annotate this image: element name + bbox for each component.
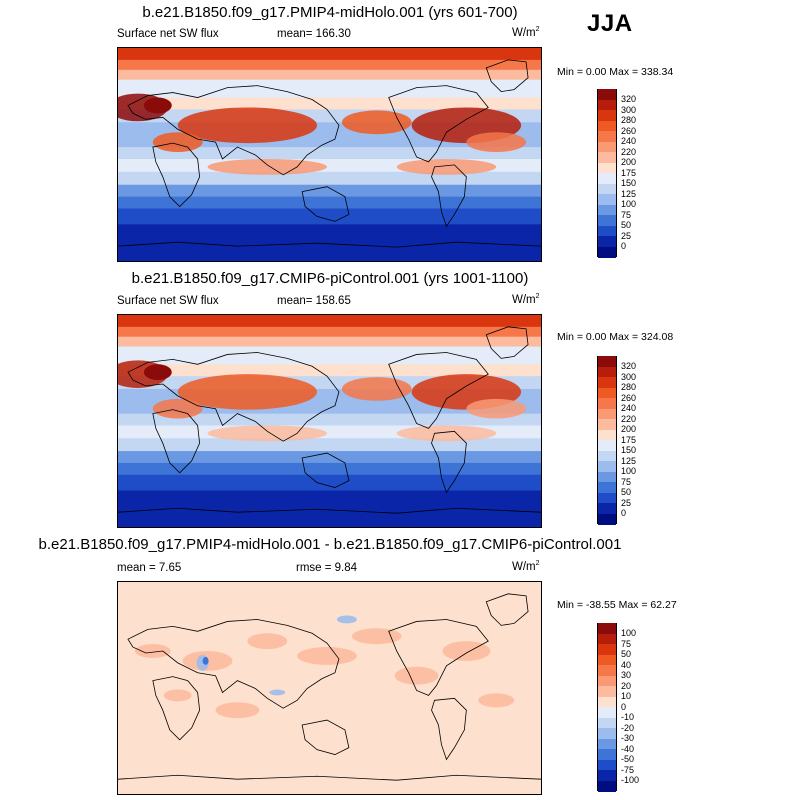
colorbar-tick-label: 40 <box>621 659 632 670</box>
map-field <box>118 315 541 527</box>
map-field <box>118 582 541 794</box>
colorbar-tick-label: 100 <box>621 466 637 476</box>
colorbar-tick-label: -10 <box>621 712 635 722</box>
colorbar-tick-label: -75 <box>621 764 635 775</box>
colorbar-tick-label: 280 <box>621 115 637 125</box>
panel-1-variable-label: Surface net SW flux <box>117 28 219 40</box>
colorbar-tick-label: 100 <box>621 628 637 638</box>
colorbar-tick-label: 0 <box>621 701 627 712</box>
colorbar-tick-label: 300 <box>621 104 637 115</box>
colorbar-tick-label: 0 <box>621 508 627 518</box>
panel-1-map <box>117 47 542 262</box>
colorbar-tick-label: 25 <box>621 230 632 241</box>
panel-3-rmse-label: rmse = 9.84 <box>296 562 358 574</box>
colorbar-tick-label: 320 <box>621 361 637 371</box>
colorbar-tick-label: 20 <box>621 680 632 691</box>
colorbar-tick-label: 50 <box>621 220 632 230</box>
panel-2-mean-label: mean= 158.65 <box>277 295 351 307</box>
colorbar-tick-label: 260 <box>621 125 637 136</box>
colorbar-tick-label: 125 <box>621 188 637 199</box>
colorbar-tick-label: 200 <box>621 157 637 167</box>
panel-1-mean-label: mean= 166.30 <box>277 28 351 40</box>
season-label: JJA <box>587 10 633 37</box>
coastlines <box>118 594 541 780</box>
panel-2-map <box>117 314 542 528</box>
colorbar-tick-label: 200 <box>621 424 637 434</box>
panel-3-colorbar <box>597 623 617 792</box>
colorbar-tick-label: 260 <box>621 392 637 403</box>
colorbar-tick-label: 240 <box>621 136 637 146</box>
colorbar-tick-label: 280 <box>621 382 637 392</box>
colorbar-tick-label: 100 <box>621 199 637 209</box>
colorbar-tick-label: 175 <box>621 167 637 178</box>
colorbar-tick-label: 220 <box>621 413 637 424</box>
colorbar-swatch <box>598 780 616 792</box>
panel-1-units: W/m2 <box>512 26 540 39</box>
coastlines <box>118 327 541 513</box>
panel-2-variable-label: Surface net SW flux <box>117 295 219 307</box>
colorbar-tick-label: -40 <box>621 743 635 754</box>
colorbar-tick-label: -20 <box>621 722 635 733</box>
panel-3-units: W/m2 <box>512 560 540 573</box>
panel-1-colorbar <box>597 89 617 258</box>
panel-3-title: b.e21.B1850.f09_g17.PMIP4-midHolo.001 - … <box>38 536 622 553</box>
colorbar-swatch <box>598 246 616 258</box>
colorbar-tick-label: 30 <box>621 670 632 680</box>
colorbar-tick-label: -100 <box>621 775 640 785</box>
colorbar-tick-label: 150 <box>621 445 637 455</box>
panel-2-units: W/m2 <box>512 293 540 306</box>
colorbar-tick-label: 75 <box>621 476 632 487</box>
colorbar-tick-label: 175 <box>621 434 637 445</box>
panel-2-title: b.e21.B1850.f09_g17.CMIP6-piControl.001 … <box>131 270 529 287</box>
panel-2-min-max: Min = 0.00 Max = 324.08 <box>557 331 674 343</box>
map-field <box>118 48 541 261</box>
colorbar-tick-label: 150 <box>621 178 637 188</box>
colorbar-tick-label: 240 <box>621 403 637 413</box>
colorbar-tick-label: 10 <box>621 691 632 701</box>
colorbar-tick-label: -30 <box>621 733 635 743</box>
panel-3-map <box>117 581 542 795</box>
colorbar-tick-label: 75 <box>621 209 632 220</box>
colorbar-swatch <box>598 513 616 525</box>
panel-1-title: b.e21.B1850.f09_g17.PMIP4-midHolo.001 (y… <box>142 4 518 21</box>
colorbar-tick-label: 50 <box>621 487 632 497</box>
panel-3-mean-label: mean = 7.65 <box>117 562 182 574</box>
colorbar-tick-label: 220 <box>621 146 637 157</box>
panel-2-colorbar <box>597 356 617 525</box>
panel-3-min-max: Min = -38.55 Max = 62.27 <box>557 599 677 611</box>
colorbar-tick-label: 25 <box>621 497 632 508</box>
colorbar-tick-label: 320 <box>621 94 637 104</box>
colorbar-tick-label: 125 <box>621 455 637 466</box>
colorbar-tick-label: 50 <box>621 649 632 659</box>
colorbar-tick-label: 75 <box>621 638 632 649</box>
colorbar-tick-label: -50 <box>621 754 635 764</box>
colorbar-tick-label: 300 <box>621 371 637 382</box>
panel-1-min-max: Min = 0.00 Max = 338.34 <box>557 66 674 78</box>
coastlines <box>118 60 541 247</box>
colorbar-tick-label: 0 <box>621 241 627 251</box>
